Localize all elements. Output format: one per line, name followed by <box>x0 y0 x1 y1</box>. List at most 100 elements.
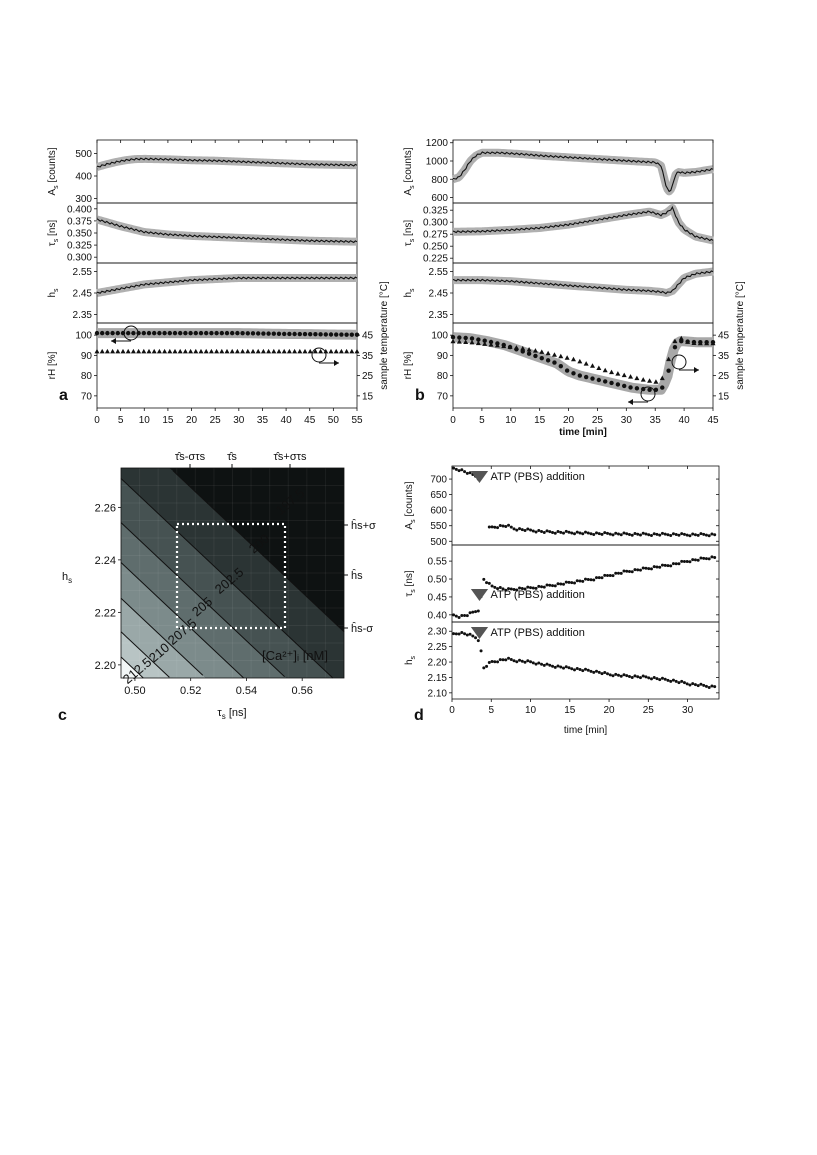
contour-line <box>172 470 345 633</box>
data-point-circle <box>183 330 188 336</box>
data-point <box>485 581 489 585</box>
data-point-triangle <box>583 361 589 366</box>
data-point-circle <box>292 331 297 337</box>
ylabel-b-3: rH [%] <box>403 351 414 379</box>
data-point-circle <box>564 368 570 373</box>
data-point <box>669 533 673 537</box>
data-point <box>605 672 609 676</box>
y2tick-label: 35 <box>362 351 374 362</box>
data-point <box>463 470 467 474</box>
data-point <box>573 668 577 672</box>
right-label: ĥs <box>351 569 363 582</box>
data-point <box>647 533 651 537</box>
data-point-triangle <box>292 348 298 354</box>
data-point <box>611 574 615 578</box>
data-point-circle <box>577 373 583 378</box>
data-point <box>655 677 659 681</box>
atp-marker-icon <box>470 471 489 483</box>
xtick-label: 35 <box>257 415 269 426</box>
data-point <box>655 532 659 536</box>
data-point <box>663 677 667 681</box>
data-point-circle <box>261 331 266 336</box>
data-point <box>545 583 549 587</box>
data-point-circle <box>476 337 481 342</box>
data-point-triangle <box>146 348 152 354</box>
data-point <box>669 564 673 568</box>
data-point <box>578 579 582 583</box>
data-point-circle <box>609 380 614 386</box>
ylabel-b-0: As [counts] <box>403 147 416 195</box>
ytick-label: 80 <box>81 371 93 382</box>
xtick-label: 40 <box>281 415 293 426</box>
data-point <box>594 576 598 580</box>
data-point <box>677 681 681 685</box>
xtick-label-c: 0.52 <box>180 685 201 697</box>
ytick-label: 90 <box>81 351 93 362</box>
data-point <box>573 581 577 585</box>
data-point <box>575 666 579 670</box>
data-point-circle <box>457 335 462 340</box>
data-point-triangle <box>276 348 282 354</box>
data-point-circle <box>110 330 115 336</box>
data-point <box>713 685 717 689</box>
data-point-triangle <box>621 372 627 378</box>
data-point-circle <box>162 330 167 336</box>
data-point <box>534 530 538 534</box>
data-point <box>581 579 585 583</box>
data-point-circle <box>204 330 209 336</box>
data-point-triangle <box>115 348 121 354</box>
data-point <box>704 533 708 537</box>
data-point-triangle <box>672 338 678 344</box>
data-point <box>674 562 678 566</box>
data-point-triangle <box>520 345 526 351</box>
data-point <box>691 682 695 686</box>
ylabel-d-2: hs <box>404 655 417 665</box>
data-point <box>682 532 686 536</box>
data-point <box>630 533 634 537</box>
data-point <box>614 531 618 535</box>
y2tick-label: 15 <box>718 391 730 402</box>
data-point <box>702 532 706 536</box>
data-point <box>490 584 494 588</box>
data-point-circle <box>209 330 214 336</box>
data-point-triangle <box>545 350 551 356</box>
plot-frame-a-2 <box>96 262 358 324</box>
ytick-label-c: 2.26 <box>95 502 116 514</box>
rh-indicator-b-ring <box>640 386 656 402</box>
xtick-label: 30 <box>621 415 633 426</box>
data-point <box>680 559 684 563</box>
data-point <box>658 678 662 682</box>
ytick-label: 300 <box>75 194 92 205</box>
data-point <box>542 663 546 667</box>
data-point <box>663 563 667 567</box>
xtick-label: 30 <box>233 415 245 426</box>
data-point <box>710 532 714 536</box>
ytick-label: 0.300 <box>423 218 448 229</box>
data-point-circle <box>100 330 105 336</box>
data-point <box>526 585 530 589</box>
data-point-triangle <box>551 352 557 357</box>
data-point <box>507 587 511 591</box>
data-point-triangle <box>151 348 157 354</box>
data-point-triangle <box>328 348 334 354</box>
data-point <box>581 669 585 673</box>
data-point <box>465 633 469 637</box>
data-point-triangle <box>229 348 235 354</box>
ytick-label: 1200 <box>426 138 449 149</box>
data-point-circle <box>482 338 487 343</box>
data-point <box>614 571 618 575</box>
data-point <box>633 674 637 678</box>
data-point-triangle <box>208 348 214 354</box>
data-point-circle <box>615 382 621 387</box>
data-point <box>647 567 651 571</box>
data-point-circle <box>141 330 146 336</box>
data-point-triangle <box>224 348 230 354</box>
data-point <box>594 531 598 535</box>
data-point <box>674 679 678 683</box>
data-point <box>680 679 684 683</box>
ytick-label: 0.250 <box>423 242 448 253</box>
data-point-circle <box>105 330 110 336</box>
data-point-circle <box>308 331 313 337</box>
data-point <box>460 630 464 634</box>
data-point <box>454 467 458 471</box>
